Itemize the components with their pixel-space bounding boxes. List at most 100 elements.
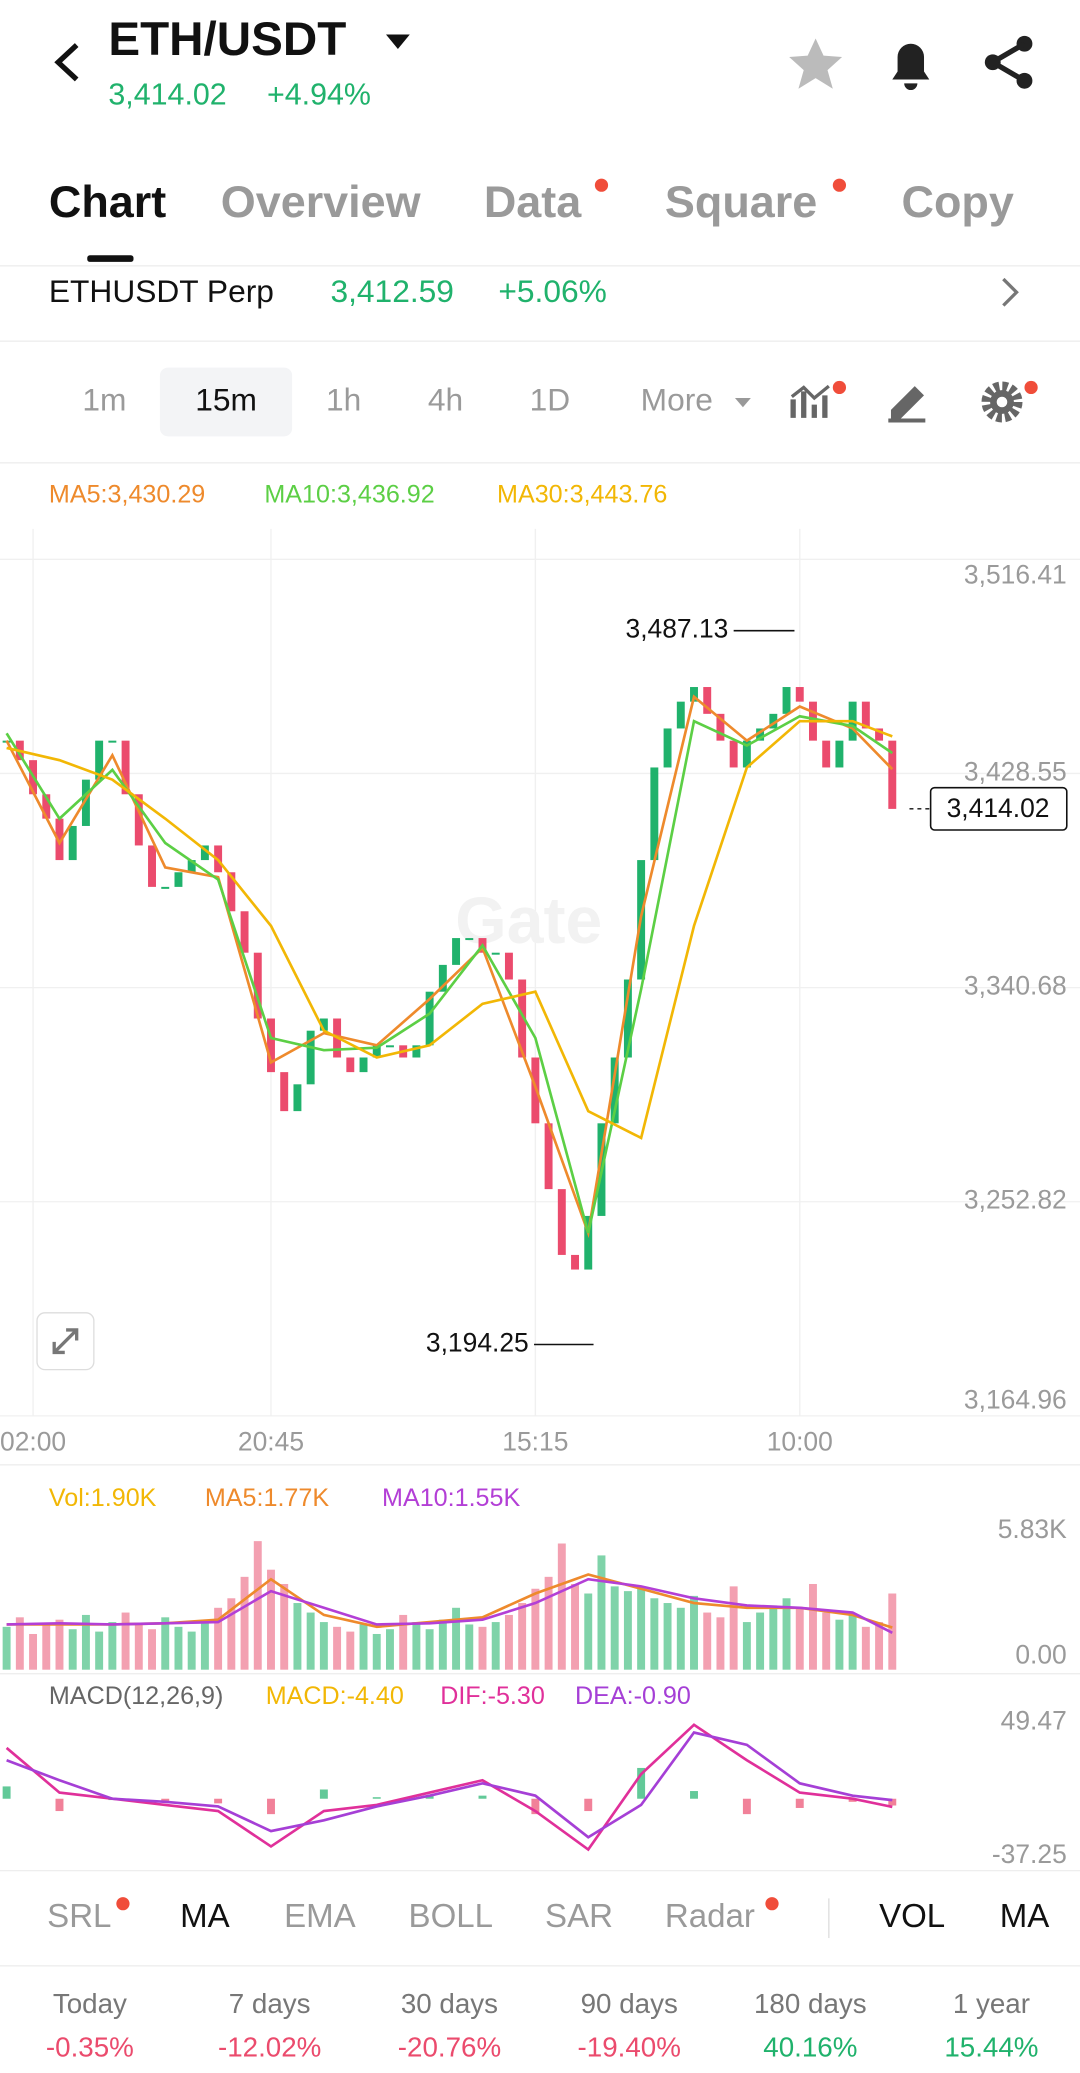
y-tick-label: 3,516.41 <box>964 559 1067 589</box>
alert-icon[interactable] <box>892 43 930 91</box>
macd-line <box>5 1723 893 1852</box>
volume-bar <box>835 1619 844 1670</box>
y-tick-label: 0.00 <box>1015 1639 1066 1669</box>
x-tick-label: 20:45 <box>238 1427 304 1457</box>
stat-period: 1 year <box>953 1988 1030 2019</box>
candle-body <box>835 740 844 768</box>
tab[interactable]: Chart <box>49 176 166 227</box>
interval[interactable]: 4h <box>428 381 463 417</box>
interval[interactable]: 1D <box>530 381 571 417</box>
volume-bar <box>148 1629 156 1670</box>
volume-bar <box>795 1607 804 1670</box>
tab[interactable]: Square <box>665 176 817 227</box>
volume-bar <box>557 1543 566 1670</box>
perp-chevron[interactable] <box>1002 277 1019 307</box>
macd-bar <box>742 1798 751 1815</box>
candle-body <box>81 779 90 826</box>
interval[interactable]: 15m <box>195 381 257 417</box>
pair-title[interactable]: ETH/USDT <box>108 13 346 66</box>
candle-body <box>650 767 659 861</box>
macd-bar <box>267 1798 275 1815</box>
back-button[interactable] <box>54 43 79 82</box>
vol-legend: Vol:1.90K <box>49 1484 157 1512</box>
indicator-tab[interactable]: Radar <box>665 1898 755 1935</box>
volume-bar <box>531 1588 540 1670</box>
stat-change: -12.02% <box>218 2031 321 2062</box>
macd-title: MACD(12,26,9) <box>49 1682 223 1710</box>
candle-body <box>795 687 804 702</box>
x-tick-label: 02:00 <box>0 1427 66 1457</box>
macd-bar <box>795 1798 804 1808</box>
volume-bar <box>425 1629 434 1670</box>
volume-bar <box>491 1622 500 1670</box>
interval[interactable]: More <box>641 381 713 417</box>
volume-bar <box>399 1614 408 1670</box>
stat-period: 7 days <box>229 1988 311 2019</box>
indicator-tab[interactable]: MA <box>180 1898 230 1935</box>
pair-dropdown[interactable] <box>385 34 410 50</box>
volume-bar <box>518 1603 527 1670</box>
volume-bar <box>875 1622 884 1670</box>
macd-bar <box>425 1795 434 1799</box>
candle-body <box>703 687 712 714</box>
indicator-tab[interactable]: SRL <box>47 1898 111 1935</box>
candle-body <box>187 860 196 873</box>
macd-bar <box>319 1789 328 1799</box>
tab[interactable]: Data <box>484 176 582 227</box>
volume-bar <box>293 1603 302 1670</box>
candle-body <box>134 794 143 846</box>
macd-line <box>6 1731 893 1839</box>
candle-body <box>68 825 77 861</box>
candle-body <box>121 740 130 795</box>
volume-bar <box>729 1586 738 1670</box>
macd-bar <box>55 1798 64 1812</box>
indicator-tab[interactable]: VOL <box>879 1898 945 1935</box>
candle-body <box>888 740 897 809</box>
candle-body <box>729 740 738 768</box>
indicator-tab[interactable]: EMA <box>284 1898 356 1935</box>
tab[interactable]: Overview <box>221 176 422 227</box>
volume-bar <box>597 1555 606 1670</box>
indicator-icon[interactable] <box>790 380 847 418</box>
volume-bar <box>650 1598 659 1670</box>
indicator-tab[interactable]: MA <box>1000 1898 1050 1935</box>
more-dropdown[interactable] <box>734 398 751 408</box>
stat-change: 15.44% <box>944 2031 1038 2062</box>
candle-body <box>822 740 831 768</box>
draw-icon[interactable] <box>888 386 926 423</box>
header-price: 3,414.02 <box>108 78 226 112</box>
interval[interactable]: 1m <box>82 381 126 417</box>
indicator-tab[interactable]: BOLL <box>409 1898 493 1935</box>
settings-icon[interactable] <box>981 380 1038 423</box>
share-icon[interactable] <box>984 35 1033 89</box>
volume-bar <box>478 1626 487 1670</box>
candle-body <box>465 938 474 941</box>
last-price-box <box>929 786 1068 831</box>
volume-bar <box>584 1593 593 1670</box>
candle-body <box>438 964 447 992</box>
candle-body <box>782 687 791 714</box>
volume-bar <box>2 1626 11 1670</box>
perp-name[interactable]: ETHUSDT Perp <box>49 273 274 309</box>
volume-bar <box>267 1569 275 1670</box>
volume-bar <box>610 1586 619 1670</box>
candle-body <box>200 845 209 861</box>
favorite-icon[interactable] <box>789 38 843 89</box>
volume-bar <box>623 1591 632 1670</box>
macd-bar <box>888 1798 897 1806</box>
volume-bar <box>15 1617 24 1670</box>
expand-button[interactable] <box>36 1312 95 1371</box>
interval[interactable]: 1h <box>326 381 361 417</box>
volume-bar <box>121 1612 130 1670</box>
stat-change: 40.16% <box>763 2031 857 2062</box>
indicator-tab[interactable]: SAR <box>545 1898 613 1935</box>
volume-bar <box>385 1629 394 1670</box>
watermark: Gate <box>455 884 602 958</box>
candle-body <box>55 818 64 861</box>
volume-bar <box>663 1603 672 1670</box>
tab[interactable]: Copy <box>902 176 1014 227</box>
volume-bar <box>200 1619 209 1670</box>
header-change: +4.94% <box>267 78 371 112</box>
